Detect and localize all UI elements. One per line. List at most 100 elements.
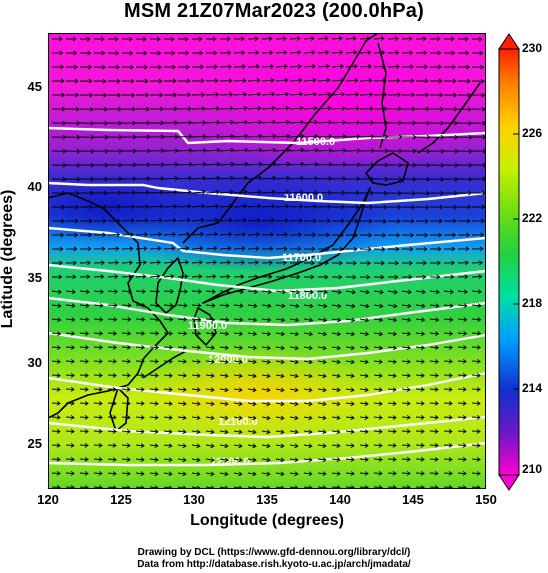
wind-arrow — [51, 190, 67, 196]
wind-arrow — [191, 387, 201, 393]
wind-arrow — [275, 232, 289, 237]
colorbar — [498, 33, 520, 491]
wind-arrow — [303, 77, 317, 83]
colorbar-top-arrow — [498, 33, 520, 50]
wind-arrow — [149, 50, 162, 56]
wind-arrow — [275, 105, 290, 111]
contour-11800 — [48, 263, 486, 293]
wind-arrow — [303, 50, 316, 55]
wind-arrow — [331, 429, 341, 435]
wind-arrow — [429, 429, 439, 434]
wind-arrow — [233, 161, 249, 167]
wind-arrow — [93, 303, 104, 308]
wind-arrow — [205, 133, 221, 139]
wind-arrow — [163, 64, 177, 70]
wind-arrow — [121, 317, 132, 322]
wind-arrow — [345, 190, 361, 196]
wind-arrow — [261, 105, 276, 111]
wind-arrow — [373, 106, 388, 112]
wind-arrow — [345, 457, 355, 462]
wind-arrow — [317, 176, 333, 181]
wind-arrow — [177, 92, 192, 98]
wind-arrow — [205, 415, 215, 421]
wind-arrow — [219, 289, 231, 294]
wind-arrow — [387, 92, 402, 98]
wind-arrow — [219, 92, 234, 97]
wind-arrow — [65, 317, 76, 322]
wind-arrow — [471, 471, 481, 476]
wind-arrow — [317, 218, 331, 224]
wind-arrow — [79, 106, 94, 112]
wind-arrow — [79, 359, 89, 364]
wind-arrow — [387, 106, 402, 112]
wind-arrow — [443, 260, 456, 266]
wind-arrow — [261, 471, 271, 477]
wind-arrow — [457, 471, 467, 476]
wind-arrow — [304, 260, 316, 266]
wind-arrow — [415, 359, 425, 364]
wind-arrow — [247, 175, 263, 181]
wind-arrow — [205, 50, 218, 56]
wind-arrow — [163, 204, 178, 209]
wind-arrow — [443, 176, 459, 182]
wind-arrow — [51, 331, 62, 336]
wind-arrow — [247, 246, 260, 251]
wind-arrow — [79, 289, 91, 295]
wind-arrow — [303, 317, 314, 323]
wind-arrow — [191, 429, 201, 435]
wind-arrow — [471, 274, 483, 280]
wind-arrow — [471, 457, 481, 462]
wind-arrow — [373, 64, 386, 69]
wind-vectors — [51, 36, 486, 489]
wind-arrow — [359, 345, 370, 351]
wind-arrow — [331, 415, 341, 421]
footer-credit-dcl: Drawing by DCL (https://www.gfd-dennou.o… — [137, 547, 411, 558]
wind-arrow — [359, 471, 369, 476]
wind-arrow — [51, 232, 65, 238]
wind-arrow — [275, 373, 285, 379]
wind-arrow — [261, 36, 273, 41]
wind-arrow — [177, 162, 193, 167]
wind-arrow — [107, 401, 117, 406]
wind-arrow — [247, 36, 259, 42]
wind-arrow — [331, 260, 344, 266]
wind-arrow — [457, 373, 467, 378]
wind-arrow — [135, 176, 151, 182]
wind-arrow — [303, 359, 313, 365]
wind-arrow — [373, 246, 386, 252]
wind-arrow — [359, 359, 369, 365]
wind-arrow — [443, 401, 453, 406]
wind-arrow — [191, 303, 202, 308]
wind-arrow — [359, 64, 372, 69]
wind-arrow — [65, 457, 75, 462]
wind-arrow — [163, 373, 173, 378]
wind-arrow — [135, 415, 145, 420]
wind-arrow — [401, 443, 411, 448]
wind-arrow — [261, 443, 271, 449]
wind-arrow — [205, 64, 219, 70]
wind-arrow — [79, 274, 91, 280]
wind-arrow — [121, 134, 137, 140]
wind-arrow — [387, 429, 397, 434]
wind-arrow — [219, 471, 229, 477]
wind-arrow — [289, 36, 301, 41]
wind-arrow — [373, 78, 387, 83]
wind-arrow — [261, 260, 274, 266]
wind-arrow — [51, 176, 67, 182]
wind-arrow — [205, 217, 219, 223]
wind-arrow — [149, 401, 159, 406]
wind-arrow — [289, 373, 299, 379]
wind-arrow — [107, 246, 120, 252]
wind-arrow — [457, 457, 467, 462]
wind-arrow — [443, 190, 459, 196]
wind-arrow — [289, 387, 299, 393]
wind-arrow — [289, 303, 300, 309]
wind-arrow — [289, 429, 299, 435]
wind-arrow — [345, 401, 355, 407]
wind-arrow — [93, 106, 108, 112]
wind-arrow — [219, 260, 232, 265]
wind-arrow — [373, 260, 386, 266]
wind-arrow — [444, 232, 457, 238]
wind-arrow — [135, 274, 147, 279]
wind-arrow — [373, 289, 384, 295]
